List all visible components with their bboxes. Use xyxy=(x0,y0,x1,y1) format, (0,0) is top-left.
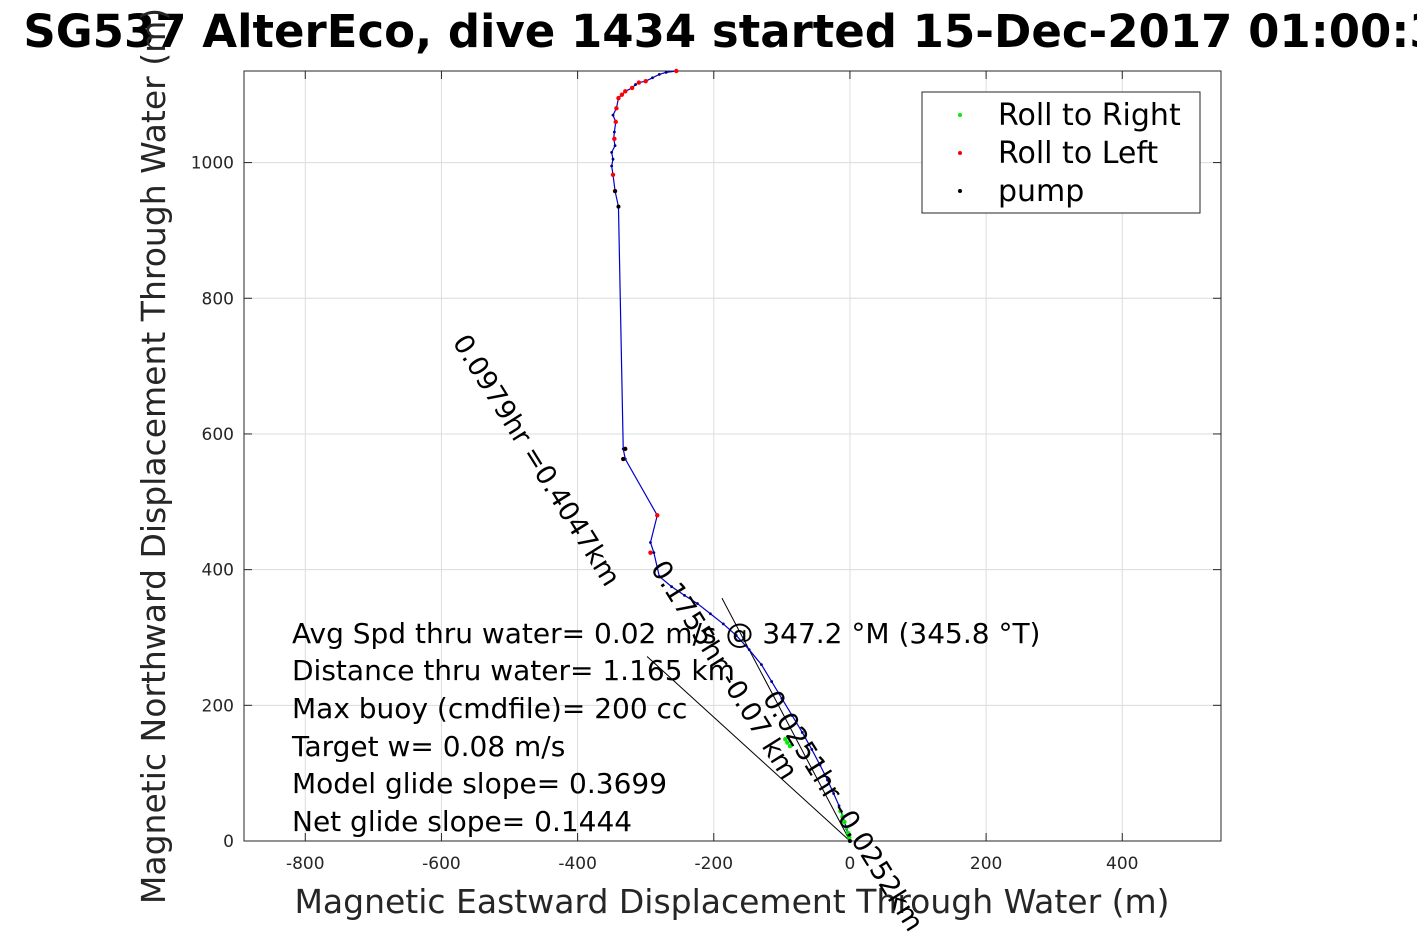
glide-reference-line xyxy=(721,597,851,842)
legend-box xyxy=(921,91,1201,214)
y-tick-label: 1000 xyxy=(191,154,234,174)
roll-left-marker xyxy=(610,172,616,177)
reference-lines xyxy=(646,597,851,842)
pump-marker xyxy=(616,204,621,209)
track-point xyxy=(634,83,637,86)
plot-frame xyxy=(243,70,1222,842)
y-axis-label: Magnetic Northward Displacement Through … xyxy=(134,8,173,904)
track-point xyxy=(837,804,841,808)
roll-left-marker xyxy=(636,80,642,85)
track-point xyxy=(826,778,829,782)
x-tick-label: 0 xyxy=(845,854,856,874)
y-tick-label: 0 xyxy=(223,832,234,852)
roll-left-marker xyxy=(648,550,653,555)
annotation-block: Avg Spd thru water= 0.02 m/s @ 347.2 °M … xyxy=(291,617,1040,838)
track-point xyxy=(611,113,615,117)
pump-marker xyxy=(621,457,626,462)
track-point xyxy=(800,731,804,734)
track-point xyxy=(610,164,614,168)
markers xyxy=(610,68,852,843)
track-point xyxy=(651,76,654,80)
track-point xyxy=(721,622,725,626)
legend-marker-roll-left xyxy=(958,151,962,155)
roll-right-marker xyxy=(787,743,793,749)
track-point xyxy=(747,648,751,652)
roll-right-marker xyxy=(844,825,849,830)
legend-label-pump: pump xyxy=(998,174,1084,209)
x-tick-label: -800 xyxy=(286,854,325,874)
roll-left-marker xyxy=(629,85,635,91)
y-tick-label: 600 xyxy=(202,425,234,445)
track-point xyxy=(696,602,699,605)
roll-right-marker xyxy=(842,819,847,825)
annotation-distance: Distance thru water= 1.165 km xyxy=(292,654,735,687)
annotation-avg-speed: Avg Spd thru water= 0.02 m/s @ 347.2 °M … xyxy=(292,617,1040,650)
track-point xyxy=(683,594,686,597)
roll-left-marker xyxy=(623,89,628,94)
y-tick-label: 400 xyxy=(202,561,234,581)
x-tick-label: -200 xyxy=(694,854,733,874)
legend-label-roll-right: Roll to Right xyxy=(998,98,1181,133)
glide-reference-line xyxy=(646,656,851,842)
x-tick-label: 200 xyxy=(970,854,1002,874)
roll-left-marker xyxy=(674,68,679,74)
track-point xyxy=(670,585,673,588)
y-tick-label: 200 xyxy=(202,696,234,716)
annotation-max-buoy: Max buoy (cmdfile)= 200 cc xyxy=(292,692,687,725)
track-point xyxy=(664,70,668,74)
legend-marker-pump xyxy=(958,189,962,193)
track-point xyxy=(790,714,794,717)
legend-label-roll-left: Roll to Left xyxy=(998,136,1158,171)
roll-left-marker xyxy=(616,95,621,101)
roll-right-marker xyxy=(847,835,852,840)
track-point xyxy=(708,612,712,616)
roll-left-marker xyxy=(619,92,625,97)
x-axis-label: Magnetic Eastward Displacement Through W… xyxy=(294,882,1169,921)
roll-right-marker xyxy=(845,830,851,836)
roll-left-marker xyxy=(614,106,619,111)
roll-left-marker xyxy=(613,119,618,125)
roll-left-marker xyxy=(643,78,648,84)
track-point xyxy=(610,151,614,154)
track-point xyxy=(780,697,784,700)
legend-marker-roll-right xyxy=(958,113,962,117)
legend: Roll to Right Roll to Left pump xyxy=(921,91,1201,214)
roll-right-marker xyxy=(783,737,788,742)
roll-right-marker xyxy=(838,808,843,814)
y-tick-label: 800 xyxy=(202,289,234,309)
x-tick-label: -400 xyxy=(558,854,597,874)
track-point xyxy=(832,792,836,795)
pump-marker xyxy=(623,446,628,451)
track-point xyxy=(652,551,656,555)
roll-right-marker xyxy=(840,814,845,819)
track-point xyxy=(810,748,814,751)
x-tick-label: 400 xyxy=(1106,854,1138,874)
track-point xyxy=(734,634,738,637)
roll-right-marker xyxy=(785,740,790,745)
track-point xyxy=(649,541,652,544)
track-point xyxy=(760,663,763,667)
chart-title: SG537 AlterEco, dive 1434 started 15-Dec… xyxy=(23,5,1417,58)
ticks: -800 -600 -400 -200 0 200 400 0 200 400 600 800 1000 xyxy=(191,71,1221,874)
track-point xyxy=(657,72,661,76)
pump-marker xyxy=(613,189,618,194)
pump-marker xyxy=(847,839,852,843)
track-point xyxy=(613,144,617,148)
annotation-model-glide: Model glide slope= 0.3699 xyxy=(292,767,667,800)
annotation-target-w: Target w= 0.08 m/s xyxy=(291,730,565,763)
track-point xyxy=(611,157,615,161)
annotation-net-glide: Net glide slope= 0.1444 xyxy=(292,805,632,838)
roll-left-marker xyxy=(655,513,660,518)
track-point xyxy=(770,680,774,683)
roll-left-marker xyxy=(612,136,617,142)
track-point xyxy=(657,575,661,578)
x-tick-label: -600 xyxy=(422,854,461,874)
track-point xyxy=(818,763,822,767)
track-point xyxy=(612,130,616,134)
